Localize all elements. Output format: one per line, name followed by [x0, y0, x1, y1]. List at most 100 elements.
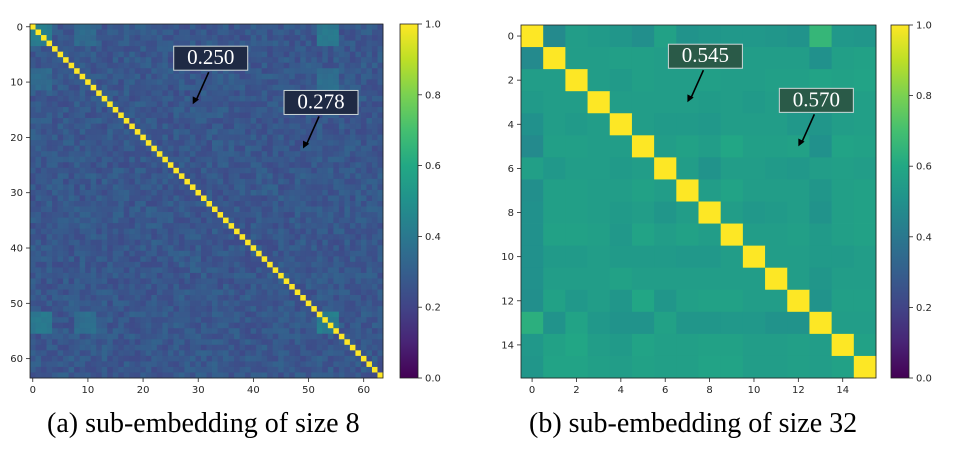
heatmap-cell — [162, 73, 169, 80]
heatmap-cell — [305, 372, 312, 379]
heatmap-cell — [300, 134, 307, 141]
heatmap-cell — [96, 112, 103, 119]
heatmap-cell — [129, 184, 136, 191]
heatmap-cell — [212, 201, 218, 207]
heatmap-cell — [300, 289, 307, 296]
heatmap-cell — [63, 366, 70, 373]
heatmap-cell — [145, 283, 152, 290]
heatmap-cell — [245, 344, 252, 351]
heatmap-cell — [46, 118, 53, 124]
heatmap-cell — [90, 79, 97, 86]
heatmap-cell — [35, 46, 42, 53]
heatmap-cell — [245, 106, 252, 113]
heatmap-cell — [178, 90, 185, 97]
heatmap-cell — [90, 289, 97, 296]
heatmap-cell — [344, 156, 351, 163]
heatmap-cell — [30, 283, 36, 290]
heatmap-cell — [178, 195, 185, 202]
heatmap-cell — [162, 372, 169, 379]
heatmap-cell — [79, 24, 86, 30]
heatmap-cell — [283, 123, 290, 130]
heatmap-cell — [294, 29, 301, 36]
heatmap-cell — [333, 256, 340, 263]
heatmap-cell — [112, 68, 119, 75]
heatmap-cell — [765, 135, 788, 158]
heatmap-cell — [35, 339, 42, 346]
heatmap-cell — [316, 156, 323, 163]
heatmap-cell — [289, 68, 296, 75]
heatmap-cell — [63, 201, 70, 207]
heatmap-cell — [355, 35, 362, 41]
heatmap-cell — [322, 355, 329, 362]
heatmap-cell — [52, 366, 58, 373]
heatmap-cell — [267, 344, 274, 351]
heatmap-cell — [63, 350, 70, 357]
heatmap-cell — [698, 201, 722, 224]
heatmap-cell — [90, 140, 97, 147]
heatmap-cell — [123, 24, 130, 30]
heatmap-cell — [565, 135, 588, 158]
heatmap-cell — [223, 173, 229, 180]
heatmap-cell — [151, 372, 158, 379]
heatmap-cell — [134, 35, 141, 41]
heatmap-cell — [206, 95, 213, 102]
heatmap-cell — [101, 306, 108, 313]
heatmap-cell — [234, 355, 240, 362]
heatmap-cell — [212, 162, 218, 169]
heatmap-cell — [217, 366, 224, 373]
heatmap-cell — [200, 350, 207, 357]
heatmap-cell — [134, 212, 141, 218]
heatmap-cell — [79, 239, 86, 246]
heatmap-cell — [212, 212, 218, 218]
heatmap-cell — [118, 68, 125, 75]
heatmap-cell — [46, 129, 53, 136]
heatmap-cell — [85, 134, 92, 141]
heatmap-cell — [327, 217, 334, 224]
colorbar-tick-label: 1.0 — [916, 21, 932, 32]
heatmap-cell — [156, 333, 163, 340]
heatmap-cell — [85, 151, 92, 158]
heatmap-cell — [355, 62, 362, 69]
colorbar-tick-label: 0.6 — [916, 162, 932, 173]
heatmap-cell — [228, 328, 235, 335]
heatmap-cell — [212, 178, 218, 185]
heatmap-cell — [178, 333, 185, 340]
heatmap-cell — [57, 195, 64, 202]
heatmap-cell — [173, 40, 180, 47]
heatmap-cell — [239, 256, 246, 263]
heatmap-cell — [360, 306, 367, 313]
heatmap-cell — [79, 195, 86, 202]
heatmap-cell — [327, 46, 334, 53]
heatmap-cell — [96, 145, 103, 152]
heatmap-cell — [195, 84, 202, 91]
heatmap-cell — [173, 84, 180, 91]
heatmap-cell — [256, 178, 263, 185]
heatmap-cell — [63, 344, 70, 351]
heatmap-cell — [228, 178, 235, 185]
heatmap-cell — [223, 167, 229, 174]
heatmap-cell — [349, 195, 356, 202]
heatmap-cell — [355, 173, 362, 180]
heatmap-cell — [366, 156, 373, 163]
heatmap-cell — [272, 40, 279, 47]
heatmap-cell — [178, 322, 185, 329]
heatmap-cell — [57, 35, 64, 41]
heatmap-cell — [46, 167, 53, 174]
heatmap-cell — [200, 90, 207, 97]
heatmap-cell — [338, 350, 345, 357]
heatmap-cell — [140, 35, 147, 41]
heatmap-cell — [112, 35, 119, 41]
heatmap-cell — [371, 333, 378, 340]
heatmap-cell — [311, 151, 318, 158]
heatmap-cell — [129, 95, 136, 102]
heatmap-cell — [118, 328, 125, 335]
heatmap-cell — [129, 217, 136, 224]
heatmap-cell — [234, 35, 240, 41]
heatmap-cell — [52, 372, 58, 379]
heatmap-cell — [322, 156, 329, 163]
heatmap-cell — [195, 101, 202, 108]
heatmap-cell — [145, 151, 152, 158]
heatmap-cell — [35, 140, 42, 147]
heatmap-cell — [167, 322, 174, 329]
heatmap-cell — [831, 113, 855, 136]
